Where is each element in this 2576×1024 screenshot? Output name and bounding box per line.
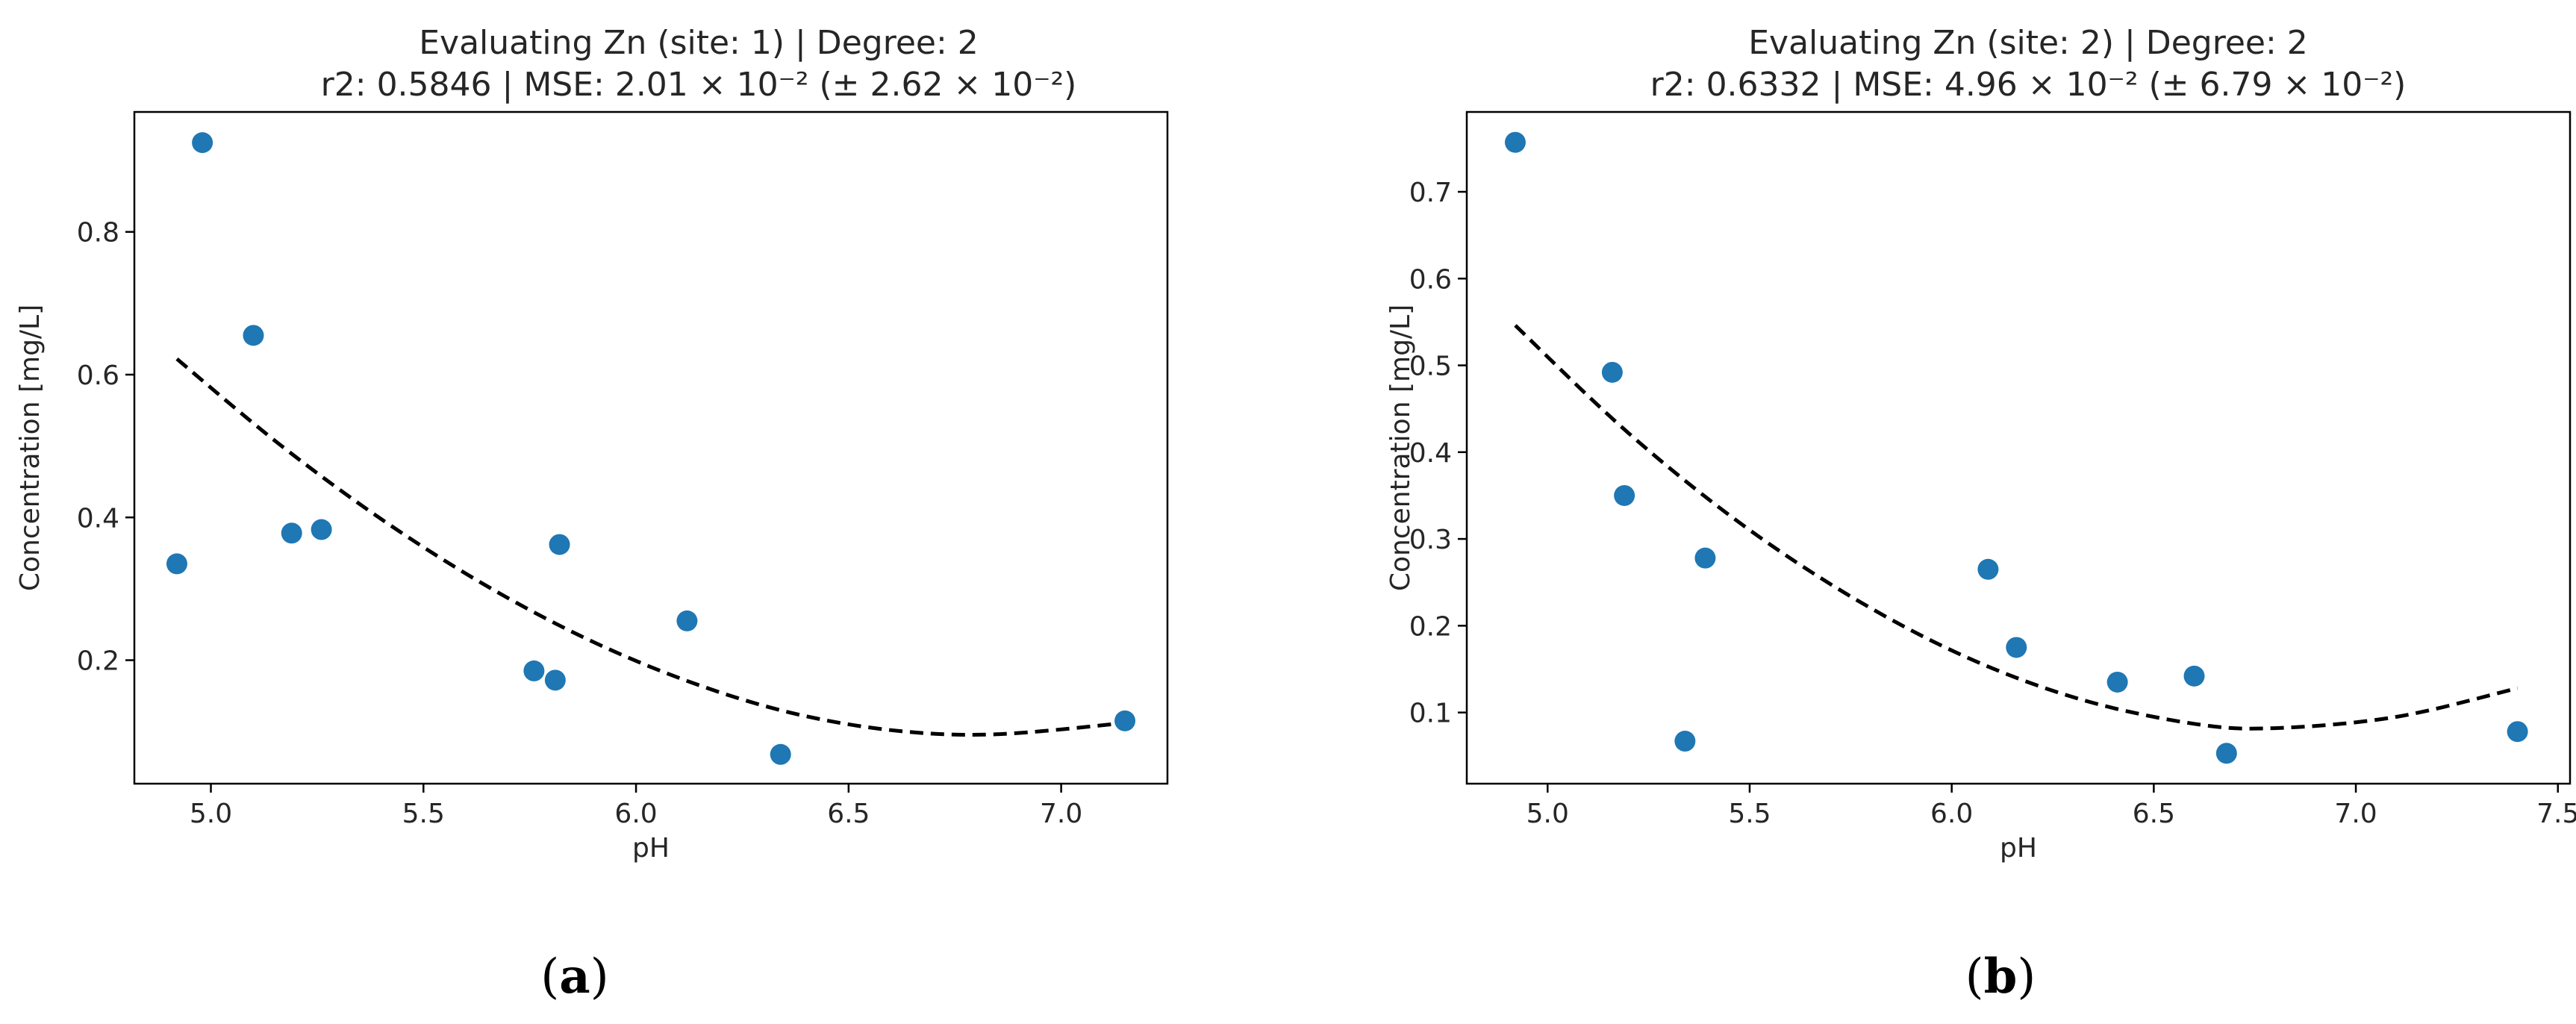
chart-a-panel-label: (a): [540, 949, 608, 1005]
chart-b-x-tick-label: 7.0: [2334, 799, 2377, 829]
chart-a-x-tick-label: 5.0: [190, 799, 232, 829]
chart-panel-b: Evaluating Zn (site: 2) | Degree: 2 r2: …: [1385, 24, 2576, 1005]
chart-a-data-point: [549, 534, 570, 555]
chart-a-data-point: [523, 660, 545, 681]
chart-b-y-tick-label: 0.4: [1409, 438, 1452, 469]
chart-b-data-point: [1977, 558, 1999, 580]
chart-b-x-axis: 5.0 5.5 6.0 6.5 7.0 7.5: [1526, 784, 2576, 829]
chart-b-data-point: [2507, 721, 2528, 743]
chart-b-data-point: [2106, 671, 2128, 693]
chart-b-data-point: [1614, 484, 1635, 506]
chart-b-x-tick-label: 6.0: [1930, 799, 1973, 829]
chart-a-data-point: [1114, 710, 1136, 731]
chart-a-x-tick-label: 6.0: [614, 799, 657, 829]
chart-b-data-point: [2215, 743, 2237, 764]
chart-a-xlabel: pH: [632, 833, 670, 864]
chart-b-y-tick-label: 0.5: [1409, 352, 1452, 382]
chart-b-data-point: [1504, 131, 1526, 153]
chart-b-y-tick-label: 0.2: [1409, 611, 1452, 642]
chart-a-x-tick-label: 5.5: [402, 799, 445, 829]
chart-a-data-point: [192, 132, 213, 154]
chart-a-data-point: [770, 743, 791, 765]
chart-b-data-point: [1601, 361, 1623, 383]
chart-a-y-tick-label: 0.6: [77, 360, 119, 391]
chart-b-fit-curve: [1514, 324, 2519, 731]
chart-b-x-tick-label: 5.0: [1526, 799, 1569, 829]
chart-a-y-tick-label: 0.8: [77, 218, 119, 249]
chart-a-data-point: [243, 325, 264, 346]
chart-b-xlabel: pH: [2000, 833, 2037, 864]
chart-a-ylabel: Concentration [mg/L]: [15, 305, 46, 591]
chart-b-y-axis: 0.1 0.2 0.3 0.4 0.5 0.6 0.7: [1409, 178, 1467, 729]
chart-b-points: [1504, 131, 2528, 764]
chart-a-panel-letter: a: [559, 949, 590, 1005]
chart-b-data-point: [1674, 731, 1696, 752]
chart-a-y-tick-label: 0.2: [77, 646, 119, 677]
chart-b-title: Evaluating Zn (site: 2) | Degree: 2: [1748, 24, 2308, 62]
chart-a-subtitle: r2: 0.5846 | MSE: 2.01 × 10⁻² (± 2.62 × …: [321, 66, 1077, 104]
chart-a-data-point: [676, 610, 698, 631]
chart-b-panel-letter: b: [1984, 949, 2018, 1005]
chart-a-x-tick-label: 6.5: [827, 799, 870, 829]
chart-b-x-tick-label: 7.5: [2536, 799, 2576, 829]
chart-b-subtitle: r2: 0.6332 | MSE: 4.96 × 10⁻² (± 6.79 × …: [1650, 66, 2407, 104]
chart-b-y-tick-label: 0.7: [1409, 178, 1452, 208]
chart-a-data-point: [166, 553, 187, 575]
chart-a-title: Evaluating Zn (site: 1) | Degree: 2: [419, 24, 979, 62]
chart-b-y-tick-label: 0.1: [1409, 699, 1452, 729]
chart-b-data-point: [2183, 665, 2205, 687]
chart-panel-a: Evaluating Zn (site: 1) | Degree: 2 r2: …: [15, 24, 1169, 1005]
chart-a-y-tick-label: 0.4: [77, 503, 119, 534]
chart-a-x-axis: 5.0 5.5 6.0 6.5 7.0: [190, 784, 1082, 829]
chart-b-plot-frame: [1465, 110, 2572, 785]
chart-a-data-point: [544, 669, 566, 691]
chart-a-data-point: [311, 519, 332, 540]
chart-b-x-tick-label: 5.5: [1728, 799, 1771, 829]
chart-b-y-tick-label: 0.3: [1409, 525, 1452, 555]
chart-a-points: [166, 132, 1136, 765]
chart-b-ylabel: Concentration [mg/L]: [1385, 305, 1416, 591]
chart-a-x-tick-label: 7.0: [1040, 799, 1082, 829]
chart-a-y-axis: 0.2 0.4 0.6 0.8: [77, 218, 134, 677]
chart-a-plot-frame: [133, 110, 1169, 785]
chart-b-panel-label: (b): [1965, 949, 2036, 1005]
chart-a-fit-curve: [175, 357, 1126, 737]
chart-a-data-point: [281, 522, 302, 544]
chart-b-x-tick-label: 6.5: [2133, 799, 2175, 829]
chart-b-data-point: [1694, 547, 1716, 569]
chart-b-y-tick-label: 0.6: [1409, 264, 1452, 295]
chart-b-data-point: [2006, 637, 2027, 658]
